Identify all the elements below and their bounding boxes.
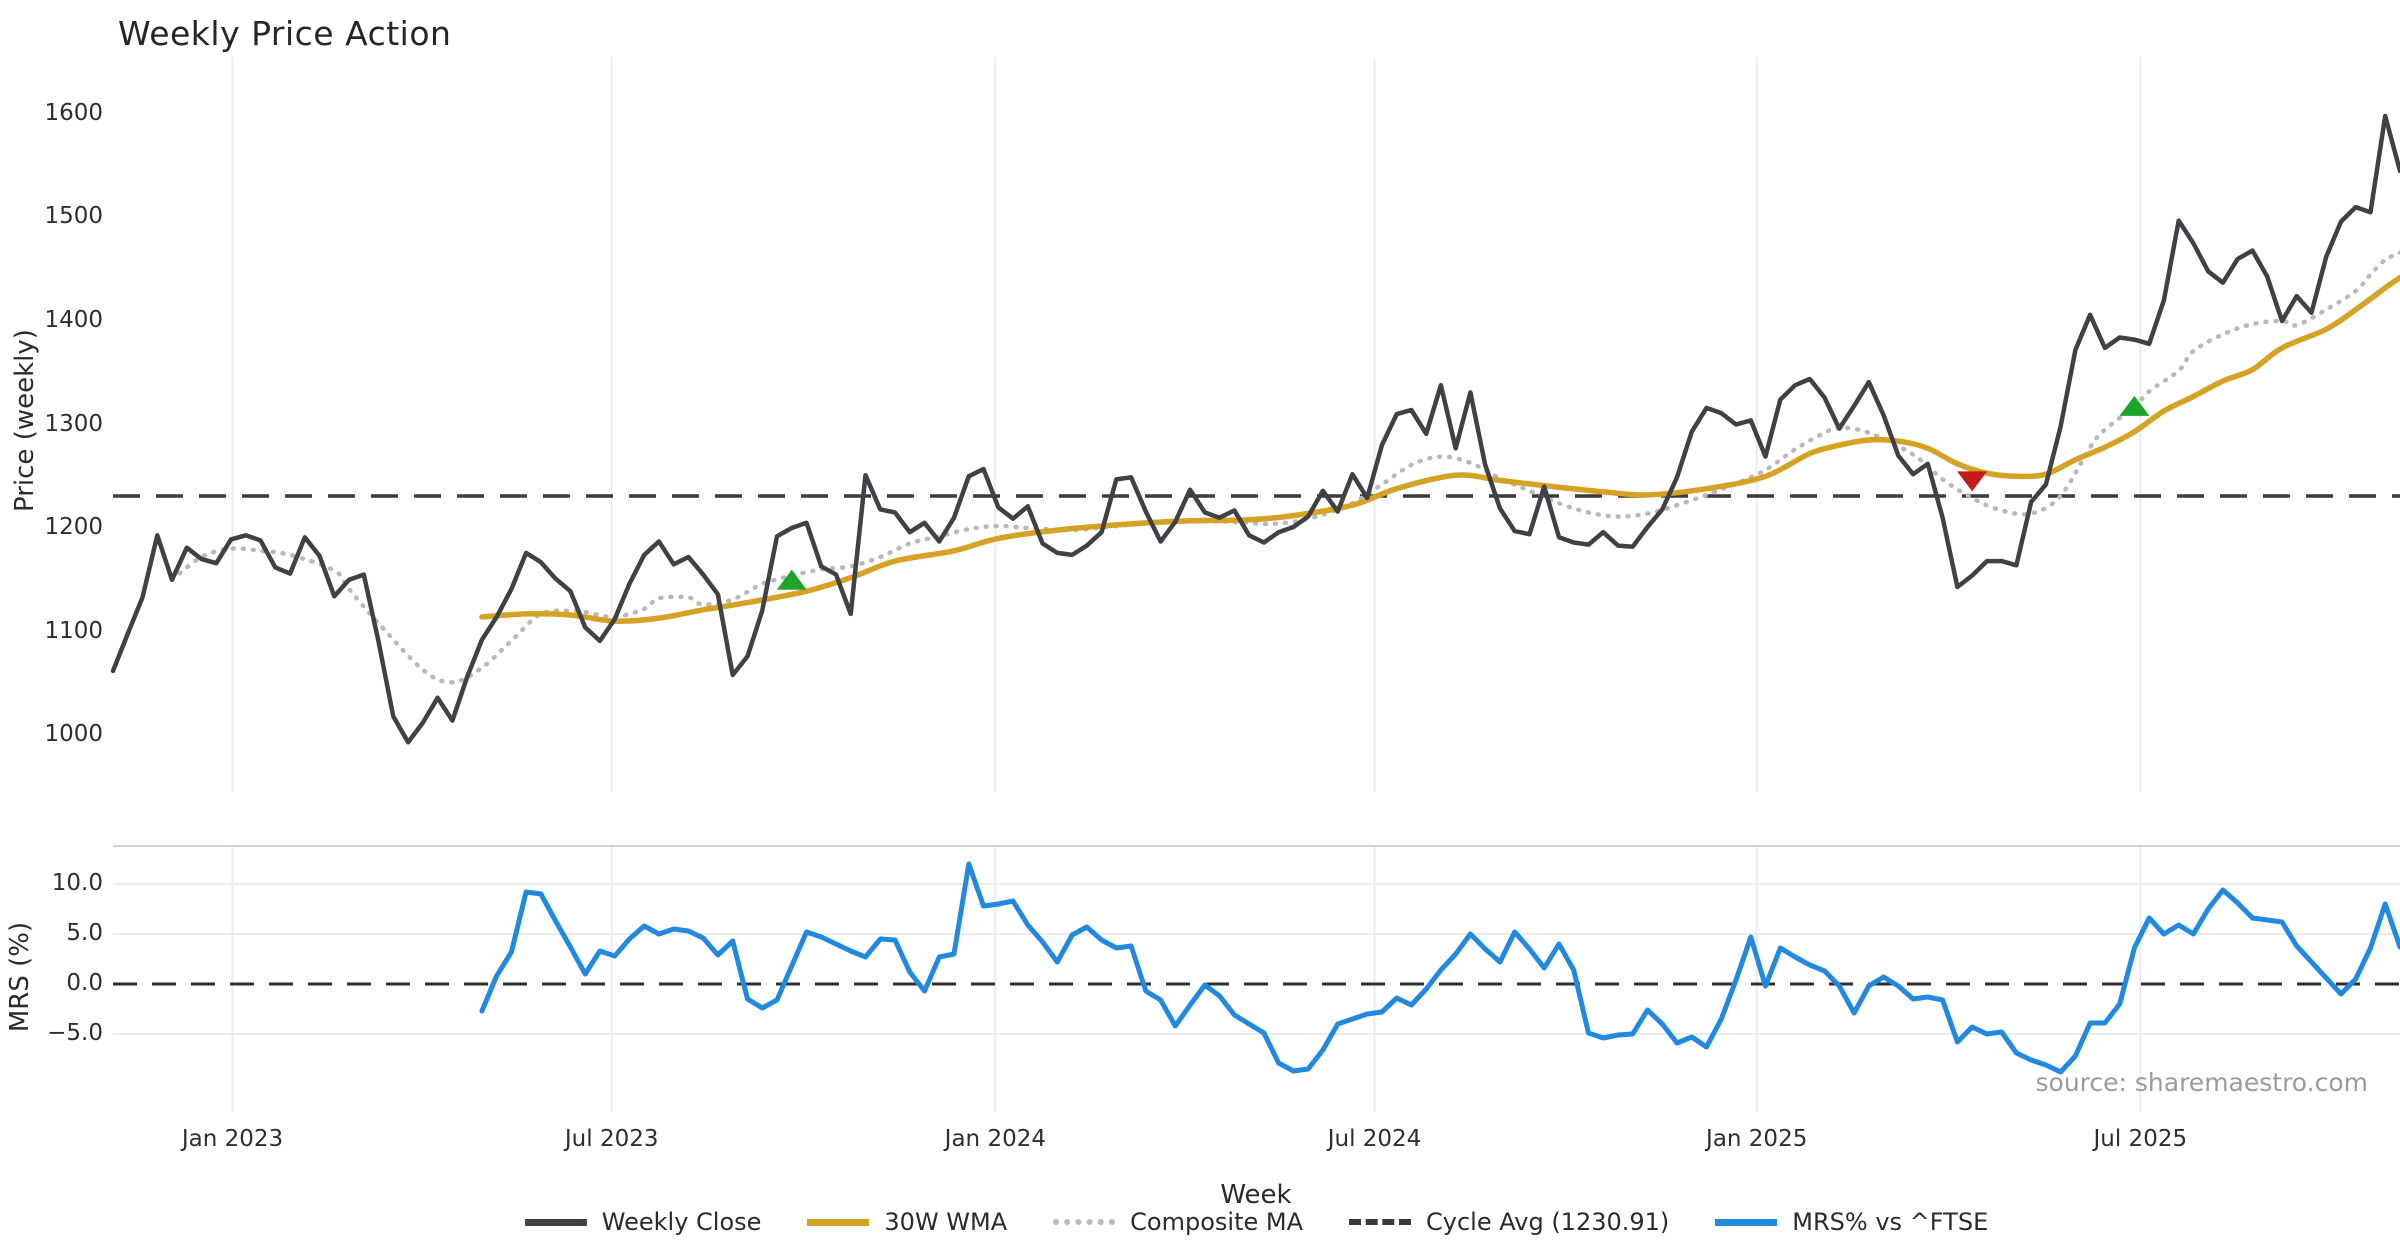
price-ytick-1600: 1600 <box>44 99 103 126</box>
price-ytick-1500: 1500 <box>44 203 103 230</box>
price-ytick-1300: 1300 <box>44 410 103 437</box>
weekly-close-line <box>110 113 2400 745</box>
buy-signal-marker-2 <box>2119 395 2150 416</box>
composite-ma-line-icon <box>1053 1219 1116 1225</box>
x-tick-jan-2023: Jan 2023 <box>181 1126 284 1152</box>
chart-title: Weekly Price Action <box>118 14 452 53</box>
x-tick-jul-2025: Jul 2025 <box>2093 1126 2188 1152</box>
x-tick-jan-2024: Jan 2024 <box>944 1126 1046 1152</box>
mrs-ytick-1: 5.0 <box>66 920 103 946</box>
mrs-line <box>479 861 2400 1075</box>
price-ytick-1000: 1000 <box>44 721 103 748</box>
wma-line-icon <box>807 1218 870 1226</box>
legend-item-cycle-avg: Cycle Avg (1230.91) <box>1349 1208 1669 1236</box>
price-ytick-1400: 1400 <box>44 306 103 333</box>
legend-item-mrs: MRS% vs ^FTSE <box>1715 1208 1988 1236</box>
legend: Weekly Close 30W WMA Composite MA Cycle … <box>113 1208 2400 1236</box>
mrs-ytick-3: −5.0 <box>47 1020 103 1046</box>
price-ytick-1200: 1200 <box>44 514 103 541</box>
buy-signal-marker-0 <box>776 569 807 590</box>
legend-item-30w-wma: 30W WMA <box>807 1208 1007 1236</box>
mrs-ytick-2: 0.0 <box>66 970 103 996</box>
legend-item-weekly-close: Weekly Close <box>524 1208 761 1236</box>
source-credit: source: sharemaestro.com <box>2035 1068 2369 1097</box>
legend-item-composite-ma: Composite MA <box>1053 1208 1303 1236</box>
x-tick-jan-2025: Jan 2025 <box>1706 1126 1808 1152</box>
mrs-line-icon <box>1715 1218 1778 1226</box>
composite-ma-line <box>169 250 2400 685</box>
x-tick-jul-2024: Jul 2024 <box>1327 1126 1422 1152</box>
x-tick-jul-2023: Jul 2023 <box>564 1126 659 1152</box>
weekly-close-line-icon <box>524 1218 587 1226</box>
price-ytick-1100: 1100 <box>44 617 103 644</box>
cycle-avg-line-icon <box>1349 1219 1412 1225</box>
mrs-ytick-0: 10.0 <box>51 870 103 896</box>
x-axis-label: Week <box>1220 1180 1292 1210</box>
sell-signal-marker-1 <box>1957 471 1988 492</box>
